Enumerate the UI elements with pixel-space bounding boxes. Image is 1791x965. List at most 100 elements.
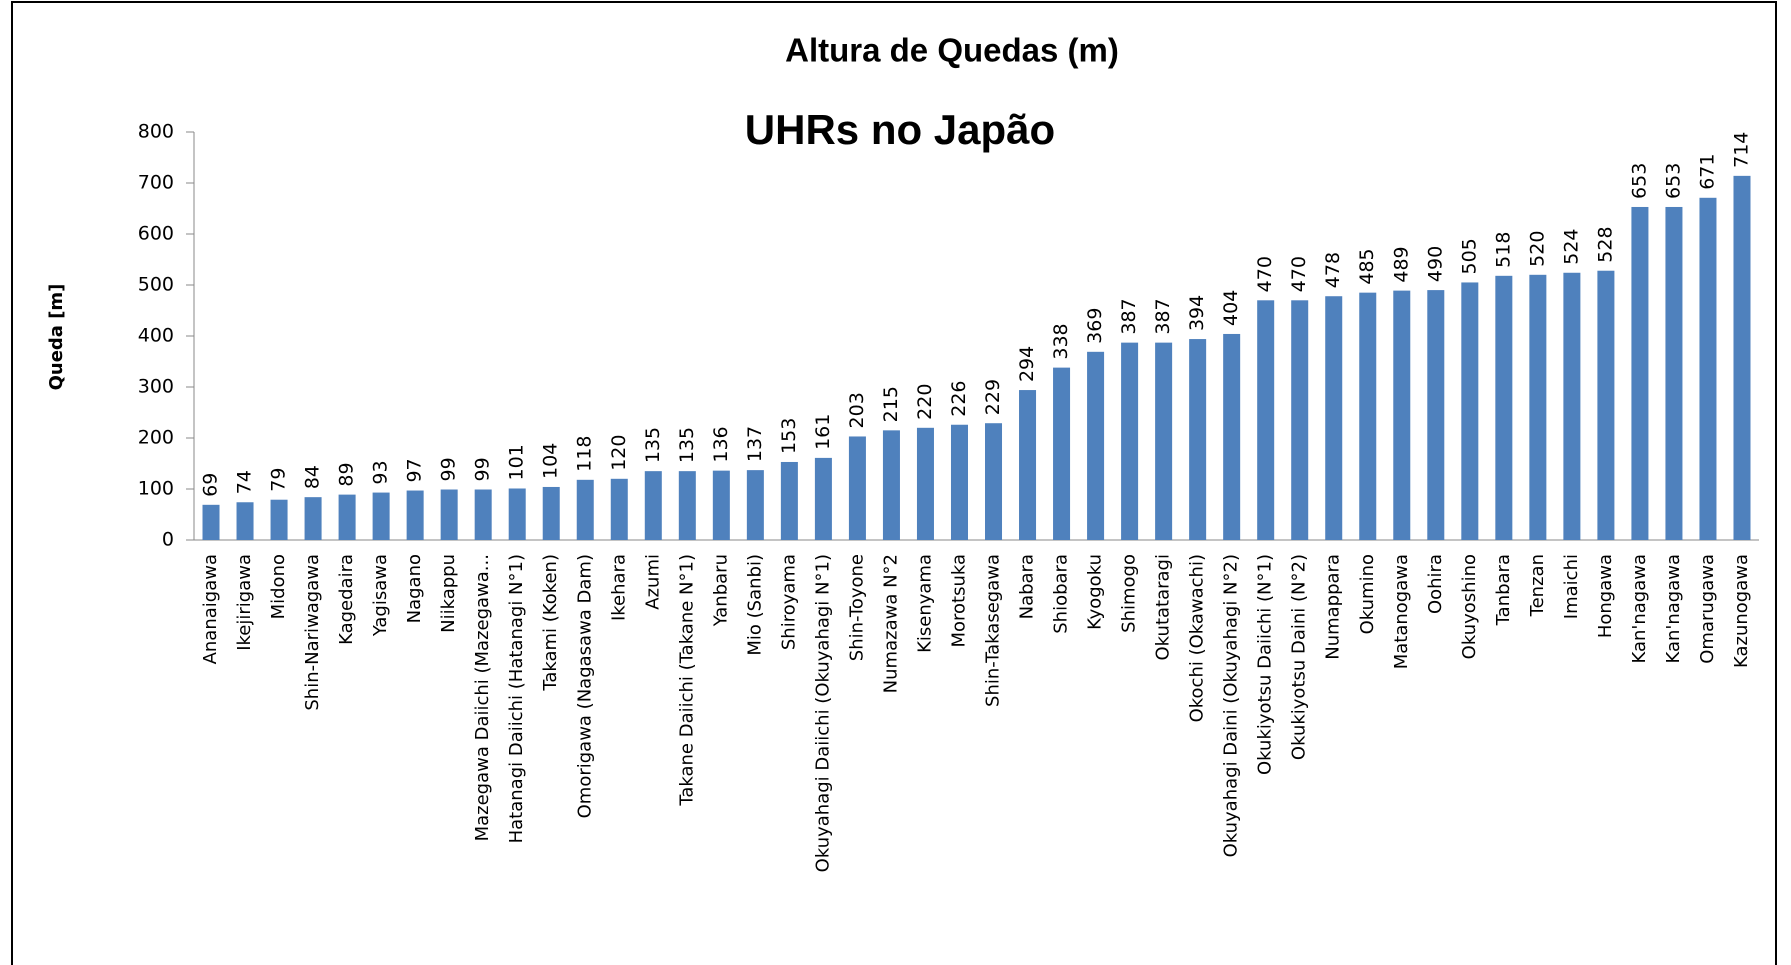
bar xyxy=(848,436,866,540)
value-label: 653 xyxy=(1662,163,1684,199)
y-tick-label: 400 xyxy=(138,325,174,347)
bar xyxy=(440,489,458,540)
bar xyxy=(1053,367,1071,540)
x-tick-label: Morotsuka xyxy=(948,554,969,648)
x-tick-label: Shin-Toyone xyxy=(846,554,867,661)
value-label: 161 xyxy=(812,414,834,450)
value-label: 394 xyxy=(1186,295,1208,331)
x-tick-label: Kan'nagawa xyxy=(1663,554,1684,664)
y-tick-label: 500 xyxy=(138,274,174,296)
x-tick-label: Yagisawa xyxy=(370,554,391,637)
value-label: 79 xyxy=(268,468,290,492)
y-tick-label: 600 xyxy=(138,223,174,245)
value-label: 489 xyxy=(1390,246,1412,282)
x-tick-label: Hatanagi Daiichi (Hatanagi N°1) xyxy=(506,554,527,843)
x-tick-label: Azumi xyxy=(642,554,663,610)
x-tick-label: Midono xyxy=(268,554,289,619)
value-label: 714 xyxy=(1730,132,1752,168)
bar xyxy=(1359,292,1377,540)
y-tick-label: 200 xyxy=(138,427,174,449)
x-tick-label: Niikappu xyxy=(438,554,459,633)
x-tick-label: Okuyoshino xyxy=(1459,554,1480,659)
bar xyxy=(474,489,492,540)
x-tick-label: Takami (Koken) xyxy=(540,554,561,692)
x-tick-label: Matanogawa xyxy=(1391,554,1412,669)
bar xyxy=(1291,300,1309,540)
bar xyxy=(1631,206,1649,540)
x-tick-label: Ikehara xyxy=(608,554,629,621)
frame xyxy=(11,1,1777,965)
x-tick-label: Okuyahagi Daini (Okuyahagi N°2) xyxy=(1221,554,1242,857)
value-label: 84 xyxy=(302,465,324,489)
y-tick-label: 100 xyxy=(138,478,174,500)
x-tick-label: Shiobara xyxy=(1051,554,1072,634)
x-tick-label: Nabara xyxy=(1017,554,1038,619)
bar xyxy=(985,423,1003,540)
x-tick-label: Kan'nagawa xyxy=(1629,554,1650,664)
x-tick-label: Omorigawa (Nagasawa Dam) xyxy=(574,554,595,818)
value-label: 135 xyxy=(676,427,698,463)
x-tick-label: Nagano xyxy=(404,554,425,623)
x-tick-label: Numappara xyxy=(1323,554,1344,660)
bar xyxy=(1529,274,1547,540)
y-axis-label: Queda [m] xyxy=(46,284,67,391)
value-label: 528 xyxy=(1594,226,1616,262)
y-tick-label: 800 xyxy=(138,121,174,143)
value-label: 485 xyxy=(1356,248,1378,284)
x-tick-label: Shin-Takasegawa xyxy=(983,554,1004,707)
value-label: 93 xyxy=(370,460,392,484)
value-label: 387 xyxy=(1118,298,1140,334)
value-label: 226 xyxy=(948,380,970,416)
bar xyxy=(576,479,594,540)
chart-title: Altura de Quedas (m) xyxy=(785,32,1119,69)
bar xyxy=(1325,296,1343,540)
x-tick-label: Shiroyama xyxy=(778,554,799,650)
x-tick-label: Tanbara xyxy=(1493,554,1514,626)
value-label: 89 xyxy=(336,462,358,486)
bar xyxy=(780,461,798,540)
y-tick-label: 300 xyxy=(138,376,174,398)
bar xyxy=(1155,342,1173,540)
chart-subtitle: UHRs no Japão xyxy=(745,106,1055,153)
x-tick-label: Oohira xyxy=(1425,554,1446,614)
x-tick-label: Ikejirigawa xyxy=(234,554,255,651)
value-label: 524 xyxy=(1560,228,1582,264)
x-tick-label: Okutataragi xyxy=(1153,554,1174,660)
bar xyxy=(1087,351,1105,540)
x-tick-label: Kyogoku xyxy=(1085,554,1106,630)
value-label: 120 xyxy=(608,435,630,471)
x-tick-label: Okuyahagi Daiichi (Okuyahagi N°1) xyxy=(812,554,833,872)
x-tick-label: Kisenyama xyxy=(914,554,935,653)
x-tick-label: Takane Daiichi (Takane N°1) xyxy=(676,554,697,807)
value-label: 518 xyxy=(1492,232,1514,268)
bar xyxy=(882,430,900,540)
bar xyxy=(1257,300,1275,540)
x-tick-label: Mazegawa Daiichi (Mazegawa... xyxy=(472,554,493,841)
bar xyxy=(1427,290,1445,540)
x-tick-label: Omarugawa xyxy=(1697,554,1718,664)
value-label: 229 xyxy=(982,379,1004,415)
x-tick-label: Hongawa xyxy=(1595,554,1616,638)
x-tick-label: Okukiyotsu Daini (N°2) xyxy=(1289,554,1310,760)
x-tick-label: Mio (Sanbi) xyxy=(744,554,765,656)
value-label: 99 xyxy=(438,457,460,481)
x-tick-label: Imaichi xyxy=(1561,554,1582,619)
value-label: 118 xyxy=(574,436,596,472)
value-label: 74 xyxy=(234,470,256,494)
value-label: 135 xyxy=(642,427,664,463)
y-tick-label: 0 xyxy=(162,529,174,551)
x-tick-label: Yanbaru xyxy=(710,554,731,627)
value-label: 203 xyxy=(846,392,868,428)
bar xyxy=(1699,197,1717,541)
value-label: 153 xyxy=(778,418,800,454)
value-label: 97 xyxy=(404,458,426,482)
bar xyxy=(1189,339,1207,540)
value-label: 671 xyxy=(1696,154,1718,190)
bar xyxy=(236,502,254,540)
bar xyxy=(678,471,696,540)
value-label: 470 xyxy=(1254,256,1276,292)
bar xyxy=(1495,275,1513,540)
x-tick-label: Shin-Nariwagawa xyxy=(302,554,323,711)
bar xyxy=(814,457,832,540)
value-label: 505 xyxy=(1458,238,1480,274)
